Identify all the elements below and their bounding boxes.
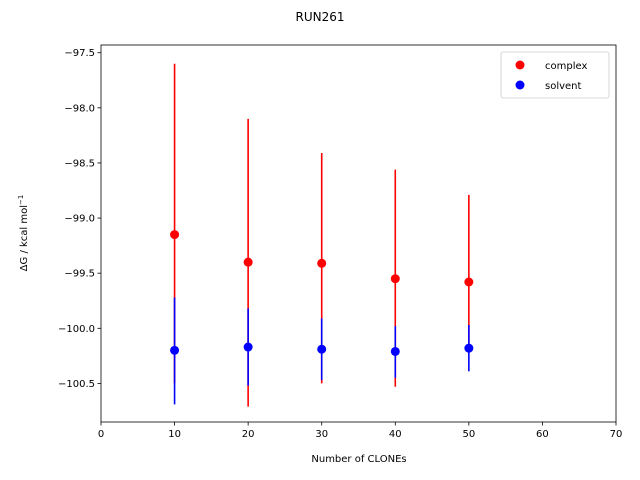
x-tick-label: 20 <box>242 429 255 440</box>
y-tick-label: −100.0 <box>58 324 95 335</box>
complex-point <box>464 277 474 287</box>
x-axis-label: Number of CLONEs <box>311 454 406 465</box>
y-tick-label: −99.5 <box>64 269 95 280</box>
legend-marker-solvent <box>515 80 525 90</box>
y-tick-label: −98.0 <box>64 103 95 114</box>
legend-marker-complex <box>515 60 525 70</box>
y-tick-label: −97.5 <box>64 48 95 59</box>
x-tick-label: 50 <box>462 429 475 440</box>
x-tick-label: 0 <box>98 429 104 440</box>
x-tick-label: 70 <box>610 429 623 440</box>
x-tick-label: 30 <box>315 429 328 440</box>
y-axis-label: ΔG / kcal mol−1 <box>17 195 30 272</box>
axes: 0 10 20 30 40 50 60 70 −100.5 −100.0 −99.5 −99.0 −98… <box>58 44 623 440</box>
legend-box <box>500 51 610 99</box>
legend-label-complex: complex <box>545 61 587 72</box>
chart-title: RUN261 <box>295 10 344 24</box>
y-tick-label: −100.5 <box>58 379 95 390</box>
solvent-point <box>464 343 474 353</box>
y-tick-label: −98.5 <box>64 158 95 169</box>
data-points <box>170 230 474 356</box>
solvent-point <box>170 345 180 355</box>
complex-point <box>243 257 253 267</box>
solvent-point <box>243 342 253 352</box>
complex-point <box>317 258 327 268</box>
y-axis-label-main: ΔG / kcal mol <box>19 205 30 271</box>
axes-frame <box>100 44 617 423</box>
complex-point <box>390 274 400 284</box>
complex-point <box>170 230 180 240</box>
solvent-point <box>317 344 327 354</box>
x-tick-label: 60 <box>536 429 549 440</box>
solvent-point <box>390 346 400 356</box>
x-tick-label: 10 <box>168 429 181 440</box>
x-tick-label: 40 <box>389 429 402 440</box>
legend: complex solvent <box>500 51 610 99</box>
legend-label-solvent: solvent <box>545 81 582 92</box>
y-tick-label: −99.0 <box>64 214 95 225</box>
y-axis-label-exponent: −1 <box>17 195 25 205</box>
